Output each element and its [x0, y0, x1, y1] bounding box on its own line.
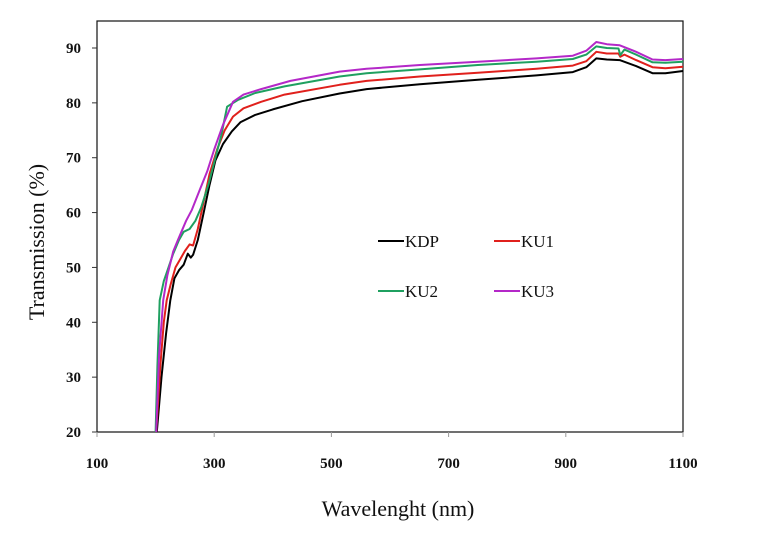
- x-tick-label: 700: [437, 456, 460, 472]
- y-tick-label: 80: [66, 96, 81, 112]
- y-tick-label: 60: [66, 206, 81, 222]
- x-tick-label: 1100: [668, 456, 697, 472]
- y-tick-label: 50: [66, 260, 81, 276]
- y-tick-label: 70: [66, 151, 81, 167]
- y-axis-title: Transmission (%): [24, 164, 49, 320]
- legend-label-ku3: KU3: [521, 282, 554, 301]
- x-axis-title: Wavelenght (nm): [322, 496, 475, 521]
- x-tick-label: 500: [320, 456, 343, 472]
- x-axis: 100 300 500 700 900 1100: [86, 432, 698, 472]
- y-tick-label: 90: [66, 41, 81, 57]
- x-tick-label: 300: [203, 456, 226, 472]
- series-line-kdp: [155, 57, 684, 433]
- series-line-ku3: [155, 41, 684, 433]
- y-tick-label: 40: [66, 315, 81, 331]
- y-tick-label: 30: [66, 370, 81, 386]
- plot-frame: [96, 20, 684, 433]
- x-tick-label: 100: [86, 456, 109, 472]
- series-layer: [154, 41, 684, 433]
- legend-label-ku2: KU2: [405, 282, 438, 301]
- series-line-ku1: [155, 50, 684, 433]
- legend-label-kdp: KDP: [405, 232, 439, 251]
- legend-label-ku1: KU1: [521, 232, 554, 251]
- y-tick-label: 20: [66, 425, 81, 441]
- y-axis: 20 30 40 50 60 70 80 90: [66, 41, 97, 441]
- legend: KDP KU1 KU2 KU3: [378, 232, 554, 301]
- x-tick-label: 900: [555, 456, 578, 472]
